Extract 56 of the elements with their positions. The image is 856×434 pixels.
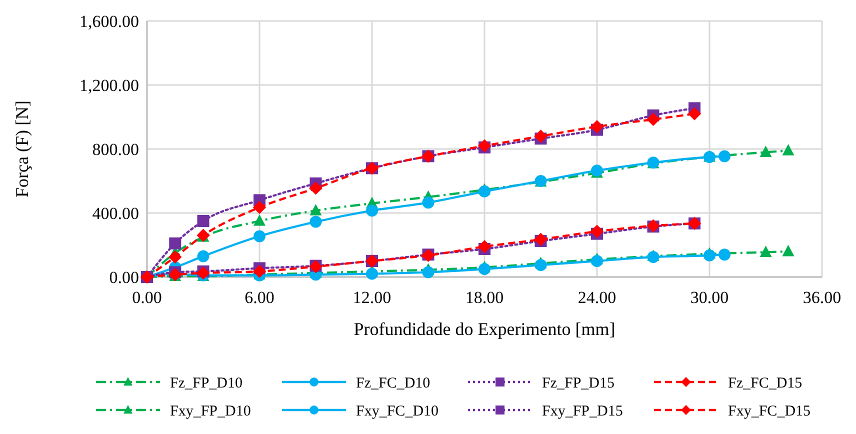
point (366, 268, 378, 280)
legend-label: Fxy_FC_D10 (356, 403, 439, 420)
legend-label: Fz_FP_D10 (170, 375, 243, 392)
point (718, 248, 730, 261)
point (718, 150, 730, 162)
point (590, 120, 604, 134)
point (782, 144, 794, 156)
point (534, 130, 548, 143)
point (478, 185, 490, 198)
point (366, 204, 378, 217)
point (310, 204, 322, 216)
point (478, 263, 490, 275)
y-tick-label: 0.00 (109, 268, 139, 287)
x-tick-label: 36.00 (802, 288, 842, 307)
point (478, 240, 492, 254)
point (197, 215, 210, 227)
y-tick-label: 400.00 (92, 204, 139, 223)
point (422, 266, 434, 278)
legend-label: Fxy_FP_D10 (170, 403, 251, 420)
point (310, 216, 322, 228)
point (254, 230, 266, 242)
legend-label: Fxy_FP_D15 (542, 403, 623, 420)
legend-label: Fz_FP_D15 (542, 375, 615, 392)
x-tick-label: 18.00 (465, 288, 504, 307)
x-tick-label: 6.00 (244, 288, 274, 307)
point (254, 214, 266, 226)
x-tick-label: 24.00 (578, 288, 616, 307)
point (252, 200, 266, 214)
point (168, 250, 182, 264)
legend-label: Fz_FC_D15 (728, 375, 802, 392)
legend-label: Fz_FC_D10 (356, 375, 430, 392)
point (196, 266, 210, 280)
point (782, 244, 794, 256)
y-tick-label: 1,200.00 (80, 76, 139, 95)
y-tick-label: 800.00 (92, 140, 139, 159)
point (534, 259, 547, 271)
point (591, 255, 603, 267)
point (646, 112, 660, 126)
point (760, 246, 772, 257)
point (760, 146, 772, 157)
point (704, 249, 716, 262)
x-tick-label: 30.00 (690, 288, 729, 307)
x-axis-title: Profundidade do Experimento [mm] (354, 319, 616, 339)
point (252, 264, 266, 278)
y-axis-title: Força (F) [N] (12, 100, 32, 198)
point (688, 107, 702, 120)
x-tick-label: 12.00 (352, 288, 392, 307)
point (309, 182, 322, 195)
point (169, 237, 182, 250)
point (534, 232, 548, 246)
x-tick-label: 0.00 (132, 288, 162, 307)
point (197, 250, 210, 262)
legend-label: Fxy_FC_D15 (728, 403, 811, 420)
point (590, 224, 604, 238)
point (422, 196, 434, 209)
y-tick-label: 1,600.00 (80, 12, 139, 31)
